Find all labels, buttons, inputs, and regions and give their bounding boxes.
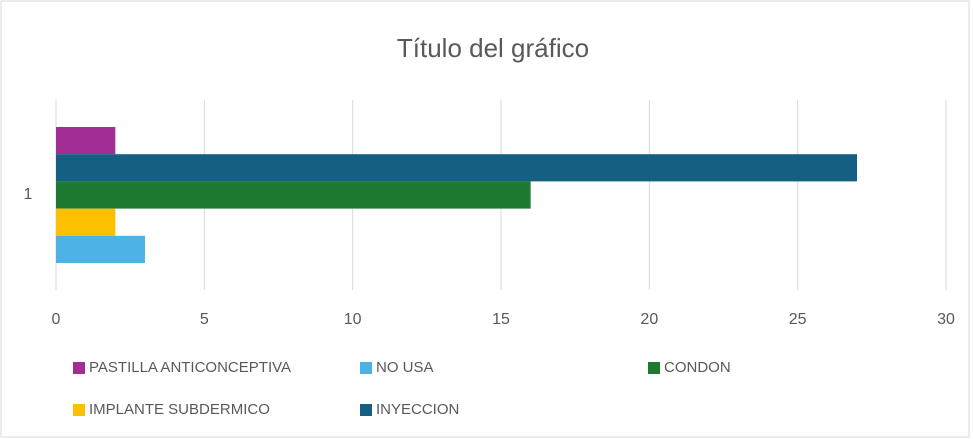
- legend-label: IMPLANTE SUBDERMICO: [89, 401, 270, 418]
- x-tick-label: 10: [344, 311, 362, 328]
- x-tick-label: 5: [200, 311, 209, 328]
- legend-label: CONDON: [664, 359, 731, 376]
- legend-swatch: [73, 362, 85, 374]
- legend-swatch: [360, 404, 372, 416]
- x-tick-label: 30: [937, 311, 955, 328]
- legend-label: INYECCION: [376, 401, 459, 418]
- x-tick-label: 20: [640, 311, 658, 328]
- bar: [56, 208, 116, 236]
- bar: [56, 127, 116, 155]
- legend-swatch: [360, 362, 372, 374]
- bar: [56, 154, 857, 182]
- x-tick-label: 25: [789, 311, 807, 328]
- bar: [56, 181, 531, 209]
- chart-title: Título del gráfico: [397, 33, 589, 63]
- legend-label: PASTILLA ANTICONCEPTIVA: [89, 359, 291, 376]
- x-tick-label: 0: [52, 311, 61, 328]
- y-tick-label: 1: [24, 186, 33, 203]
- x-tick-label: 15: [492, 311, 510, 328]
- legend-swatch: [648, 362, 660, 374]
- legend-swatch: [73, 404, 85, 416]
- legend-label: NO USA: [376, 359, 434, 376]
- bar: [56, 235, 145, 263]
